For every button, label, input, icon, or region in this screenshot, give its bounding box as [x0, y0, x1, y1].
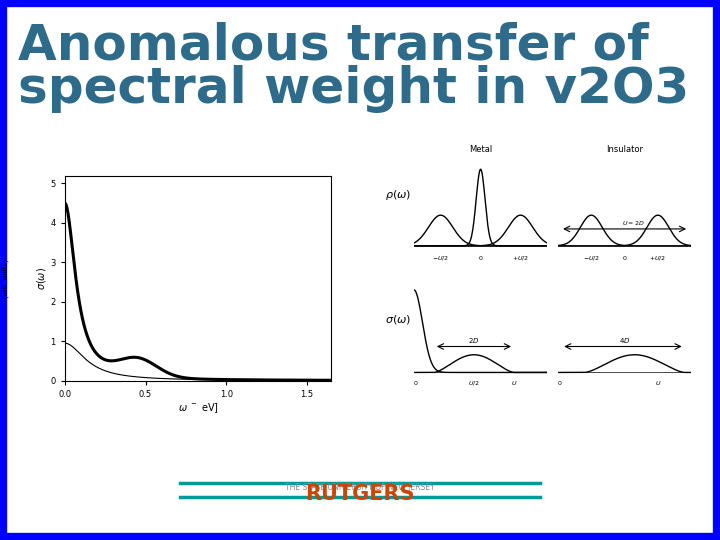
- Title: Insulator: Insulator: [606, 145, 643, 154]
- Text: THE STATE UNIVERSITY OF NEW JERSEY: THE STATE UNIVERSITY OF NEW JERSEY: [285, 483, 435, 491]
- Text: $-U/2$: $-U/2$: [432, 254, 449, 262]
- Text: $U$: $U$: [510, 379, 517, 387]
- Text: $\rho(\omega)$: $\rho(\omega)$: [385, 188, 411, 202]
- Text: $U/2$: $U/2$: [468, 379, 480, 387]
- Text: $4D$: $4D$: [619, 336, 630, 345]
- Title: Metal: Metal: [469, 145, 492, 154]
- Y-axis label: $\sigma(\omega)$: $\sigma(\omega)$: [35, 267, 48, 289]
- Text: $+U/2$: $+U/2$: [512, 254, 529, 262]
- Text: $U=2D$: $U=2D$: [622, 219, 645, 227]
- Text: spectral weight in v2O3: spectral weight in v2O3: [18, 65, 689, 113]
- Text: $0$: $0$: [557, 379, 562, 387]
- Text: $0$: $0$: [478, 254, 483, 262]
- Text: $2D$: $2D$: [468, 336, 480, 345]
- Text: $0$: $0$: [413, 379, 418, 387]
- Text: $\sigma(\omega)$: $\sigma(\omega)$: [385, 314, 411, 327]
- Text: $U$: $U$: [654, 379, 661, 387]
- Text: $+U/2$: $+U/2$: [649, 254, 667, 262]
- X-axis label: $\omega$ $^-$ eV]: $\omega$ $^-$ eV]: [178, 402, 218, 415]
- Text: Anomalous transfer of: Anomalous transfer of: [18, 22, 649, 70]
- Text: $0$: $0$: [622, 254, 627, 262]
- Text: $-U/2$: $-U/2$: [582, 254, 600, 262]
- Text: (arb. units): (arb. units): [3, 259, 9, 298]
- Text: RUTGERS: RUTGERS: [305, 484, 415, 504]
